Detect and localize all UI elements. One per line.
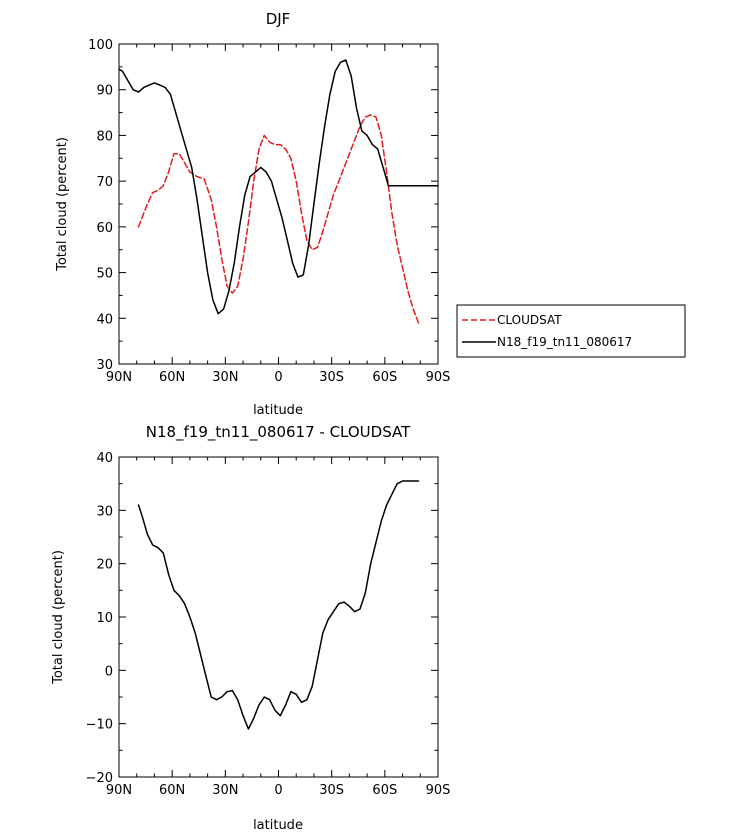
bottom-chart-panel: N18_f19_tn11_080617 - CLOUDSAT 90N 60N 30N… — [51, 423, 450, 833]
top-y-tick-label: 30 — [96, 358, 113, 373]
bottom-x-tick-label: 0 — [274, 783, 282, 798]
bottom-chart-title: N18_f19_tn11_080617 - CLOUDSAT — [146, 423, 411, 442]
legend-label-cloudsat: CLOUDSAT — [497, 313, 562, 327]
bottom-x-axis-label: latitude — [253, 818, 303, 833]
bottom-x-tick-label: 60S — [372, 783, 397, 798]
bottom-y-tick-label: 10 — [96, 611, 113, 626]
bottom-plot-frame — [118, 456, 439, 778]
top-chart-legend: CLOUDSAT N18_f19_tn11_080617 — [456, 304, 686, 358]
top-series-lines — [118, 59, 439, 324]
top-y-tick-label: 60 — [96, 221, 113, 236]
top-x-tick-label: 60N — [159, 370, 185, 385]
top-x-tick-label: 30S — [319, 370, 344, 385]
top-y-tick-label: 50 — [96, 267, 113, 282]
bottom-series-line-difference — [137, 480, 420, 730]
bottom-y-tick-label: −20 — [86, 771, 113, 786]
top-y-tick-label: 80 — [96, 129, 113, 144]
bottom-y-tick-label: 40 — [96, 451, 113, 466]
bottom-y-tick-label: 30 — [96, 504, 113, 519]
top-y-tick-label: 40 — [96, 312, 113, 327]
legend-box — [456, 304, 686, 358]
bottom-x-tick-label: 90S — [426, 783, 451, 798]
bottom-x-tick-label: 30N — [212, 783, 238, 798]
top-y-tick-label: 100 — [88, 38, 113, 53]
top-x-tick-label: 90S — [426, 370, 451, 385]
bottom-y-axis-label: Total cloud (percent) — [51, 550, 66, 685]
bottom-y-tick-label: −10 — [86, 718, 113, 733]
top-x-tick-label: 0 — [274, 370, 282, 385]
top-series-line-cloudsat — [137, 114, 420, 324]
top-y-axis-label: Total cloud (percent) — [55, 137, 70, 272]
bottom-y-tick-label: 0 — [105, 664, 113, 679]
top-x-tick-label: 60S — [372, 370, 397, 385]
top-x-tick-label: 90N — [106, 370, 132, 385]
legend-label-model: N18_f19_tn11_080617 — [497, 335, 632, 349]
top-chart-title: DJF — [266, 10, 291, 28]
bottom-x-tick-label: 30S — [319, 783, 344, 798]
top-series-line-n18-f19-tn11-080617 — [118, 59, 439, 315]
top-y-tick-label: 90 — [96, 84, 113, 99]
top-axis-ticks: 90N 60N 30N 0 30S 60S 90S 30 40 50 60 70 80 90 100 — [88, 38, 450, 385]
bottom-x-tick-label: 90N — [106, 783, 132, 798]
top-x-tick-label: 30N — [212, 370, 238, 385]
top-y-tick-label: 70 — [96, 175, 113, 190]
top-chart-panel: DJF 90N 60N 30N 0 30S 60S 90S 30 40 50 60 70 80 90 100… — [55, 10, 450, 418]
bottom-axis-ticks: 90N 60N 30N 0 30S 60S 90S −20 −10 0 10 20 30 40 — [86, 451, 451, 798]
bottom-series-lines — [137, 480, 420, 730]
bottom-x-tick-label: 60N — [159, 783, 185, 798]
bottom-y-tick-label: 20 — [96, 558, 113, 573]
top-x-axis-label: latitude — [253, 403, 303, 418]
